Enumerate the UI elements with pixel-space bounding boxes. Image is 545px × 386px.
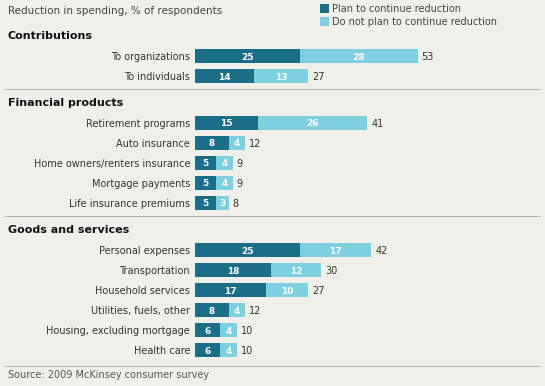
Text: 53: 53	[422, 52, 434, 62]
Bar	[267, 283, 308, 297]
Text: 3: 3	[219, 200, 226, 208]
Text: 41: 41	[371, 119, 384, 129]
Bar	[195, 323, 220, 337]
Text: 5: 5	[202, 200, 209, 208]
Text: Retirement programs: Retirement programs	[86, 119, 190, 129]
Text: Auto insurance: Auto insurance	[116, 139, 190, 149]
Bar	[320, 17, 329, 26]
Bar	[220, 323, 237, 337]
Text: Housing, excluding mortgage: Housing, excluding mortgage	[46, 326, 190, 336]
Text: 4: 4	[234, 306, 240, 315]
Text: 12: 12	[250, 306, 262, 316]
Bar	[300, 243, 371, 257]
Text: To individuals: To individuals	[124, 72, 190, 82]
Text: 42: 42	[376, 246, 388, 256]
Text: 5: 5	[202, 179, 209, 188]
Text: 12: 12	[250, 139, 262, 149]
Text: Utilities, fuels, other: Utilities, fuels, other	[91, 306, 190, 316]
Text: Goods and services: Goods and services	[8, 225, 129, 235]
Text: Mortgage payments: Mortgage payments	[92, 179, 190, 189]
Text: 25: 25	[241, 52, 254, 61]
Bar	[271, 263, 321, 277]
Bar	[254, 69, 308, 83]
Text: 30: 30	[325, 266, 337, 276]
Text: Household services: Household services	[95, 286, 190, 296]
Text: 25: 25	[241, 247, 254, 256]
Text: Financial products: Financial products	[8, 98, 123, 108]
Bar	[195, 243, 300, 257]
Text: To organizations: To organizations	[111, 52, 190, 62]
Text: 14: 14	[218, 73, 231, 81]
Text: 13: 13	[275, 73, 287, 81]
Text: 10: 10	[281, 286, 294, 296]
Text: 18: 18	[227, 266, 239, 276]
Text: Plan to continue reduction: Plan to continue reduction	[332, 4, 461, 14]
Bar	[195, 136, 228, 150]
Text: 8: 8	[209, 306, 215, 315]
Bar	[195, 283, 267, 297]
Bar	[258, 116, 367, 130]
Text: 17: 17	[329, 247, 342, 256]
Bar	[320, 4, 329, 13]
Bar	[195, 263, 271, 277]
Text: Personal expenses: Personal expenses	[99, 246, 190, 256]
Text: Contributions: Contributions	[8, 31, 93, 41]
Text: 12: 12	[289, 266, 302, 276]
Bar	[228, 136, 245, 150]
Bar	[300, 49, 417, 63]
Text: Reduction in spending, % of respondents: Reduction in spending, % of respondents	[8, 6, 222, 16]
Text: Home owners/renters insurance: Home owners/renters insurance	[33, 159, 190, 169]
Text: 27: 27	[312, 286, 325, 296]
Text: 27: 27	[312, 72, 325, 82]
Bar	[195, 343, 220, 357]
Text: 8: 8	[233, 199, 239, 209]
Bar	[195, 49, 300, 63]
Text: 10: 10	[241, 346, 253, 356]
Bar	[216, 196, 228, 210]
Text: 28: 28	[353, 52, 365, 61]
Text: 26: 26	[306, 120, 319, 129]
Text: 4: 4	[234, 139, 240, 149]
Text: 4: 4	[226, 347, 232, 356]
Text: 10: 10	[241, 326, 253, 336]
Bar	[195, 303, 228, 317]
Text: 9: 9	[237, 159, 243, 169]
Text: 6: 6	[204, 347, 211, 356]
Bar	[195, 176, 216, 190]
Text: 6: 6	[204, 327, 211, 335]
Bar	[220, 343, 237, 357]
Text: 9: 9	[237, 179, 243, 189]
Bar	[195, 116, 258, 130]
Bar	[195, 196, 216, 210]
Bar	[216, 156, 233, 170]
Bar	[228, 303, 245, 317]
Text: 4: 4	[221, 179, 228, 188]
Text: 4: 4	[226, 327, 232, 335]
Text: 8: 8	[209, 139, 215, 149]
Bar	[195, 156, 216, 170]
Bar	[216, 176, 233, 190]
Text: 17: 17	[225, 286, 237, 296]
Text: Do not plan to continue reduction: Do not plan to continue reduction	[332, 17, 497, 27]
Text: 15: 15	[220, 120, 233, 129]
Text: 5: 5	[202, 159, 209, 169]
Text: Source: 2009 McKinsey consumer survey: Source: 2009 McKinsey consumer survey	[8, 370, 209, 380]
Text: Transportation: Transportation	[119, 266, 190, 276]
Text: 4: 4	[221, 159, 228, 169]
Bar	[195, 69, 254, 83]
Text: Life insurance premiums: Life insurance premiums	[69, 199, 190, 209]
Text: Health care: Health care	[134, 346, 190, 356]
